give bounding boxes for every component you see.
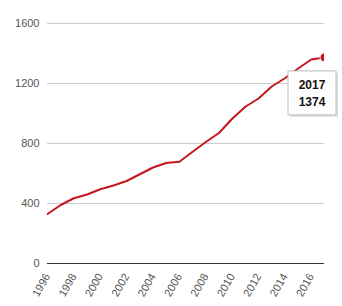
svg-text:2017: 2017 [299,78,326,92]
svg-text:400: 400 [21,197,39,209]
svg-text:2004: 2004 [135,271,158,298]
svg-text:2002: 2002 [109,271,132,298]
svg-text:2016: 2016 [293,271,316,298]
svg-text:2006: 2006 [162,271,185,298]
svg-text:0: 0 [33,257,39,269]
svg-text:2014: 2014 [267,271,290,298]
svg-text:2000: 2000 [82,271,105,298]
svg-text:1600: 1600 [15,17,39,29]
svg-text:2008: 2008 [188,271,211,298]
svg-text:1374: 1374 [299,95,326,109]
svg-text:1996: 1996 [30,271,53,298]
svg-text:1998: 1998 [56,271,79,298]
svg-text:2012: 2012 [241,271,264,298]
svg-text:1200: 1200 [15,77,39,89]
svg-text:800: 800 [21,137,39,149]
svg-text:2010: 2010 [214,271,237,298]
